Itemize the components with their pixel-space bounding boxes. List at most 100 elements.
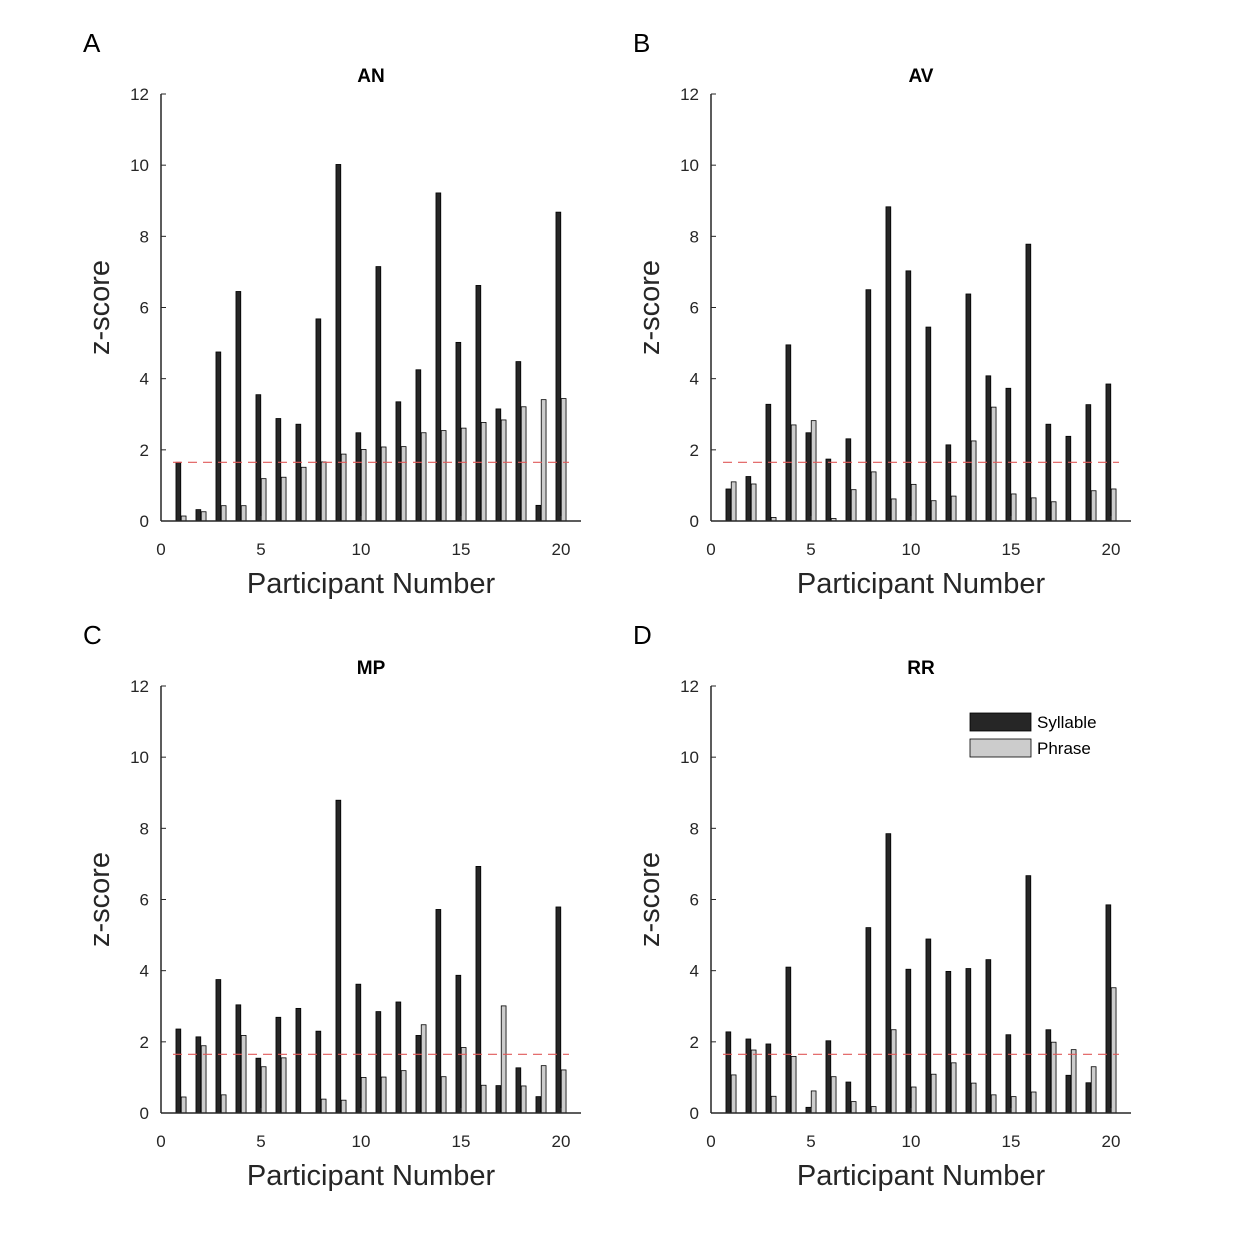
- syllable-bar: [1045, 1029, 1052, 1114]
- phrase-bar: [1010, 493, 1017, 522]
- phrase-bar: [200, 511, 207, 522]
- syllable-bar: [515, 361, 522, 522]
- chart-title: RR: [907, 658, 935, 679]
- x-tick-label: 5: [806, 540, 815, 559]
- phrase-bar: [280, 1057, 287, 1114]
- y-tick-label: 0: [690, 1104, 699, 1123]
- phrase-bar: [260, 1066, 267, 1114]
- x-tick-label: 0: [706, 1132, 715, 1151]
- phrase-bar: [910, 1086, 917, 1114]
- syllable-bar: [215, 979, 222, 1114]
- x-tick-label: 15: [1002, 1132, 1021, 1151]
- syllable-bar: [195, 509, 202, 522]
- y-tick-label: 4: [690, 962, 699, 981]
- phrase-bar: [240, 1035, 247, 1114]
- phrase-bar: [500, 419, 507, 522]
- x-tick-label: 15: [452, 540, 471, 559]
- phrase-bar: [1050, 501, 1057, 522]
- syllable-bar: [275, 1016, 282, 1114]
- syllable-bar: [805, 1106, 812, 1114]
- syllable-bar: [535, 1096, 542, 1114]
- x-axis-label: Participant Number: [247, 568, 496, 600]
- panel-letter: C: [83, 620, 102, 650]
- syllable-bar: [175, 461, 182, 522]
- syllable-bar: [965, 968, 972, 1114]
- phrase-bar: [870, 471, 877, 522]
- y-tick-label: 2: [140, 1033, 149, 1052]
- syllable-bar: [925, 938, 932, 1114]
- phrase-bar: [500, 1005, 507, 1114]
- phrase-bar: [420, 1024, 427, 1114]
- syllable-bar: [455, 974, 462, 1114]
- syllable-bar: [1025, 243, 1032, 522]
- phrase-bar: [1110, 987, 1117, 1114]
- y-axis-label: z-score: [84, 852, 116, 947]
- legend-label: Syllable: [1037, 713, 1097, 732]
- syllable-bar: [215, 351, 222, 522]
- syllable-bar: [945, 970, 952, 1114]
- syllable-bar: [335, 799, 342, 1114]
- syllable-bar: [515, 1067, 522, 1114]
- x-tick-label: 15: [452, 1132, 471, 1151]
- syllable-bar: [295, 1007, 302, 1114]
- syllable-bar: [885, 833, 892, 1114]
- panel-letter: A: [83, 28, 101, 58]
- y-tick-label: 8: [140, 227, 149, 246]
- phrase-bar: [750, 1049, 757, 1114]
- phrase-bar: [970, 1082, 977, 1114]
- syllable-bar: [725, 488, 732, 522]
- phrase-bar: [180, 1096, 187, 1114]
- phrase-bar: [560, 1069, 567, 1114]
- y-axis-label: z-score: [84, 260, 116, 355]
- y-tick-label: 8: [140, 819, 149, 838]
- phrase-bar: [930, 500, 937, 522]
- y-tick-label: 6: [690, 299, 699, 318]
- syllable-bar: [435, 192, 442, 522]
- syllable-bar: [745, 1038, 752, 1114]
- syllable-bar: [355, 983, 362, 1114]
- x-tick-label: 5: [256, 1132, 265, 1151]
- y-tick-label: 0: [140, 1104, 149, 1123]
- phrase-bar: [1110, 488, 1117, 522]
- syllable-bar: [1025, 875, 1032, 1114]
- phrase-bar: [380, 1076, 387, 1114]
- legend: Syllable Phrase: [969, 712, 1097, 758]
- syllable-bar: [905, 270, 912, 522]
- phrase-bar: [790, 424, 797, 522]
- syllable-bar: [435, 909, 442, 1114]
- x-tick-label: 10: [352, 1132, 371, 1151]
- phrase-bar: [520, 1085, 527, 1114]
- x-tick-label: 10: [352, 540, 371, 559]
- syllable-bar: [175, 1028, 182, 1114]
- chart-panel-a: A AN 0 2 4 6 8 10 12 0 5 10 15 20 Participant Number z-…: [83, 28, 581, 600]
- phrase-bar: [930, 1073, 937, 1114]
- phrase-bar: [260, 478, 267, 522]
- x-tick-label: 20: [552, 540, 571, 559]
- phrase-bar: [480, 422, 487, 522]
- phrase-bar: [970, 440, 977, 522]
- x-tick-label: 15: [1002, 540, 1021, 559]
- chart-title: AN: [357, 66, 384, 87]
- syllable-bar: [985, 959, 992, 1114]
- syllable-bar: [1065, 1074, 1072, 1114]
- phrase-bar: [340, 1099, 347, 1114]
- phrase-bar: [1030, 497, 1037, 522]
- phrase-bar: [280, 476, 287, 522]
- syllable-bar: [235, 291, 242, 522]
- phrase-bar: [850, 1101, 857, 1114]
- phrase-bar: [730, 1074, 737, 1114]
- phrase-bar: [540, 1065, 547, 1114]
- y-tick-label: 0: [140, 512, 149, 531]
- y-tick-label: 6: [140, 891, 149, 910]
- y-tick-label: 2: [140, 441, 149, 460]
- phrase-bar: [400, 446, 407, 522]
- syllable-bar: [395, 401, 402, 522]
- syllable-bar: [845, 438, 852, 522]
- y-tick-label: 10: [680, 748, 699, 767]
- y-tick-label: 4: [140, 370, 149, 389]
- phrase-bar: [810, 1090, 817, 1114]
- x-tick-label: 20: [552, 1132, 571, 1151]
- syllable-bar: [195, 1036, 202, 1114]
- y-tick-label: 12: [130, 677, 149, 696]
